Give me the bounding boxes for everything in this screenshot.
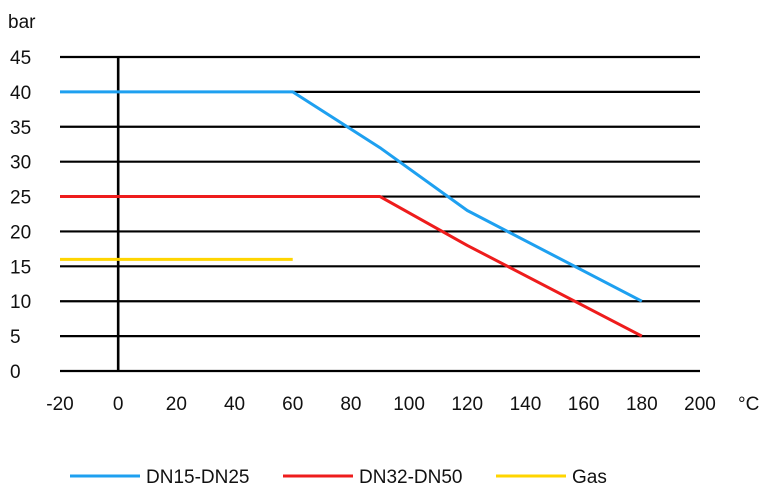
y-axis-tick-labels: 0 5 10 15 20 25 30 35 40 45 [10,48,31,383]
y-tick-label: 30 [10,153,31,174]
x-tick-label: 160 [568,394,600,415]
x-tick-label: 60 [282,394,303,415]
x-tick-label: 40 [224,394,245,415]
x-tick-label: 100 [393,394,425,415]
grid-lines [60,57,700,372]
x-tick-label: 200 [684,394,716,415]
data-series [60,92,642,336]
x-tick-label: 120 [451,394,483,415]
x-axis-tick-labels: -20 0 20 40 60 80 100 120 140 160 180 200 [46,394,716,415]
y-axis-unit-label: bar [8,12,36,33]
y-tick-label: 0 [10,362,21,383]
x-tick-label: 20 [166,394,187,415]
x-axis-unit-label: °C [738,394,759,415]
y-tick-label: 45 [10,48,31,69]
y-tick-label: 35 [10,118,31,139]
x-tick-label: 0 [113,394,124,415]
legend-label: DN15-DN25 [146,467,249,486]
y-tick-label: 15 [10,257,31,278]
y-tick-label: 5 [10,327,21,348]
x-tick-label: 80 [340,394,361,415]
y-tick-label: 40 [10,83,31,104]
x-tick-label: 180 [626,394,658,415]
y-tick-label: 10 [10,292,31,313]
legend-label: Gas [572,467,607,486]
legend-label: DN32-DN50 [359,467,462,486]
x-tick-label: 140 [510,394,542,415]
y-tick-label: 25 [10,188,31,209]
x-tick-label: -20 [46,394,73,415]
legend: DN15-DN25 DN32-DN50 Gas [70,467,607,486]
y-tick-label: 20 [10,222,31,243]
